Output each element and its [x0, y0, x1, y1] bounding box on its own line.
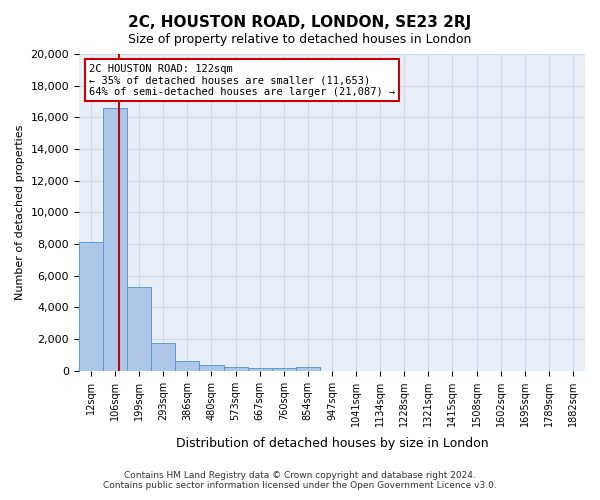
Bar: [296, 368, 320, 370]
Bar: [103, 108, 127, 370]
Bar: [272, 368, 296, 370]
Bar: [79, 242, 103, 370]
Text: Size of property relative to detached houses in London: Size of property relative to detached ho…: [128, 32, 472, 46]
Y-axis label: Number of detached properties: Number of detached properties: [15, 124, 25, 300]
Bar: [224, 368, 248, 370]
Bar: [199, 366, 224, 370]
Text: 2C, HOUSTON ROAD, LONDON, SE23 2RJ: 2C, HOUSTON ROAD, LONDON, SE23 2RJ: [128, 15, 472, 30]
Bar: [151, 343, 175, 370]
Bar: [175, 361, 199, 370]
Text: 2C HOUSTON ROAD: 122sqm
← 35% of detached houses are smaller (11,653)
64% of sem: 2C HOUSTON ROAD: 122sqm ← 35% of detache…: [89, 64, 395, 96]
X-axis label: Distribution of detached houses by size in London: Distribution of detached houses by size …: [176, 437, 488, 450]
Bar: [127, 287, 151, 370]
Bar: [248, 368, 272, 370]
Text: Contains HM Land Registry data © Crown copyright and database right 2024.
Contai: Contains HM Land Registry data © Crown c…: [103, 470, 497, 490]
